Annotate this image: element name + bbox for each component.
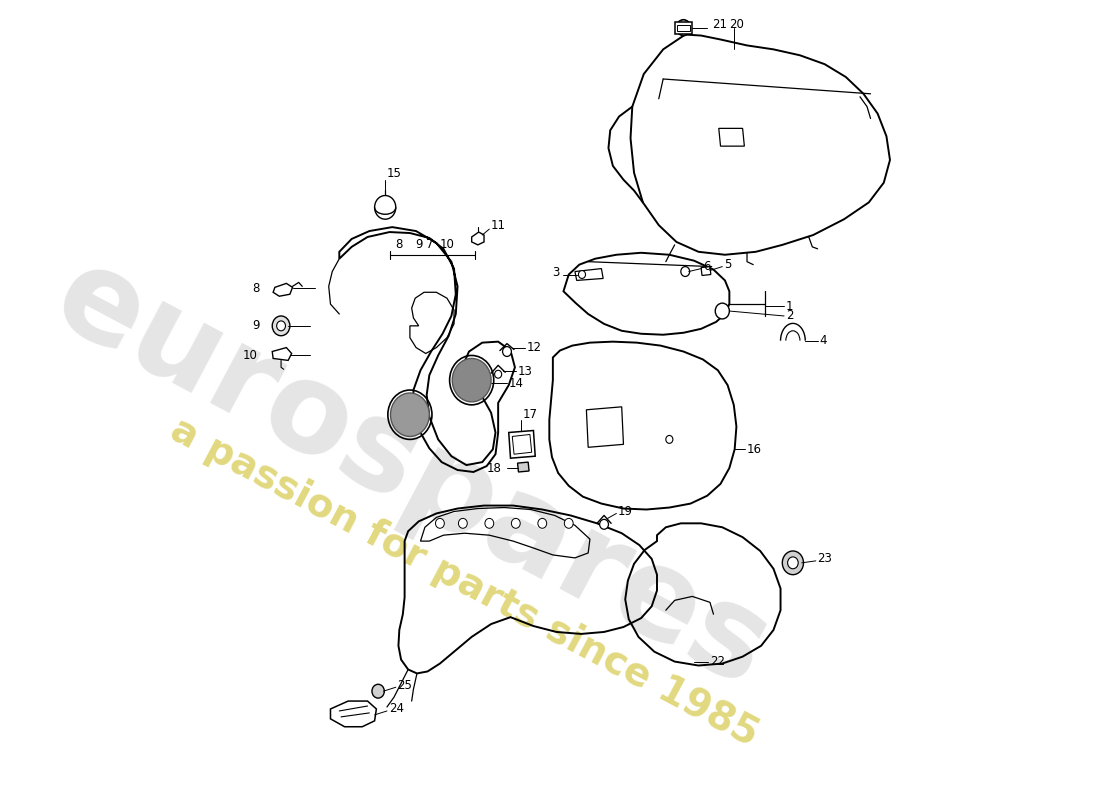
Text: 7: 7 <box>426 238 433 251</box>
Circle shape <box>782 551 803 574</box>
Text: 18: 18 <box>487 462 502 474</box>
Text: 9: 9 <box>252 319 260 332</box>
Text: 3: 3 <box>552 266 560 279</box>
Circle shape <box>277 321 286 330</box>
Text: 6: 6 <box>703 260 711 273</box>
Text: 21: 21 <box>712 18 727 31</box>
Polygon shape <box>701 266 711 275</box>
Text: 13: 13 <box>518 365 532 378</box>
Circle shape <box>436 518 444 528</box>
Text: 8: 8 <box>396 238 403 251</box>
Circle shape <box>375 195 396 219</box>
Text: 2: 2 <box>785 310 793 322</box>
Circle shape <box>681 266 690 277</box>
Text: 5: 5 <box>724 258 732 271</box>
Polygon shape <box>272 347 292 361</box>
Circle shape <box>715 303 729 319</box>
Polygon shape <box>674 22 692 34</box>
Circle shape <box>503 346 512 357</box>
Circle shape <box>600 519 608 530</box>
Text: 11: 11 <box>491 218 506 232</box>
Circle shape <box>666 435 673 443</box>
Circle shape <box>459 518 468 528</box>
Text: 15: 15 <box>387 167 402 180</box>
Text: eurospares: eurospares <box>34 235 789 713</box>
Polygon shape <box>518 462 529 472</box>
Circle shape <box>538 518 547 528</box>
Polygon shape <box>678 25 690 30</box>
Polygon shape <box>508 430 536 458</box>
Circle shape <box>452 358 491 402</box>
Text: 14: 14 <box>508 377 524 390</box>
Text: 22: 22 <box>710 655 725 668</box>
Polygon shape <box>330 701 376 726</box>
Circle shape <box>512 518 520 528</box>
Text: 1: 1 <box>785 300 793 313</box>
Circle shape <box>564 518 573 528</box>
Text: 10: 10 <box>440 238 454 251</box>
Circle shape <box>579 270 585 278</box>
Text: 9: 9 <box>415 238 422 251</box>
Circle shape <box>272 316 290 336</box>
Circle shape <box>390 393 429 437</box>
Polygon shape <box>273 283 293 296</box>
Text: 16: 16 <box>747 442 762 456</box>
Text: 19: 19 <box>618 505 634 518</box>
Circle shape <box>788 557 799 569</box>
Polygon shape <box>513 434 531 454</box>
Circle shape <box>485 518 494 528</box>
Text: 17: 17 <box>522 408 538 422</box>
Text: 23: 23 <box>817 552 833 566</box>
Polygon shape <box>472 232 484 245</box>
Polygon shape <box>575 269 603 281</box>
Text: 8: 8 <box>253 282 260 295</box>
Text: 24: 24 <box>388 702 404 715</box>
Circle shape <box>495 370 502 378</box>
Text: 4: 4 <box>820 334 827 347</box>
Text: 25: 25 <box>397 678 412 692</box>
Text: 20: 20 <box>729 18 745 31</box>
Text: a passion for parts since 1985: a passion for parts since 1985 <box>164 411 764 754</box>
Circle shape <box>372 684 384 698</box>
Polygon shape <box>586 407 624 447</box>
Text: 12: 12 <box>527 341 541 354</box>
Circle shape <box>676 20 691 35</box>
Text: 10: 10 <box>242 349 257 362</box>
